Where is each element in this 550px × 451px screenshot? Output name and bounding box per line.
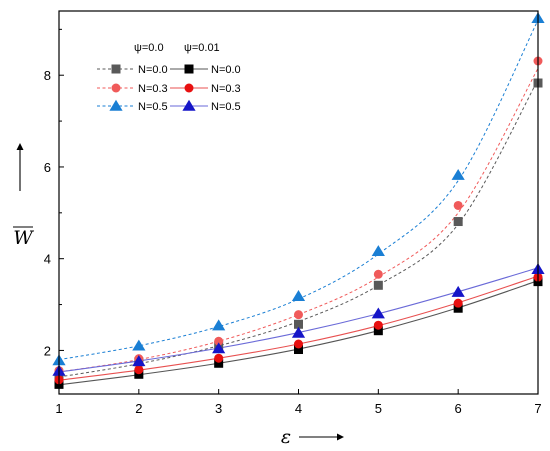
series-4-point <box>453 298 463 308</box>
series-0-point <box>294 319 303 329</box>
x-tick-label: 7 <box>534 401 541 416</box>
legend-label: N=0.5 <box>211 101 241 113</box>
y-tick-label: 8 <box>44 68 51 83</box>
series-0-point <box>373 280 383 290</box>
series-2-point <box>291 290 306 302</box>
x-tick-label: 1 <box>55 401 62 416</box>
series-3-point <box>453 303 463 313</box>
y-axis-title: W <box>13 227 34 249</box>
series-2-point <box>371 245 385 257</box>
y-tick-label: 4 <box>44 252 51 267</box>
legend-label: N=0.0 <box>211 64 241 76</box>
y-axis-arrow-icon <box>16 143 24 191</box>
legend: ψ=0.0 ψ=0.01 N=0.0 N=0.3 N=0.5 N=0.0 N=0.3 N=0.… <box>97 42 241 113</box>
series-5-point <box>291 326 306 338</box>
legend-label: N=0.0 <box>138 64 168 76</box>
series-4-point <box>294 339 303 349</box>
legend-marker <box>111 64 121 74</box>
y-tick-label: 2 <box>44 343 51 358</box>
y-tick-label: 6 <box>44 160 51 175</box>
series-3-point <box>294 345 303 355</box>
x-axis-title: ε <box>281 426 291 448</box>
series-3-point <box>214 358 224 368</box>
legend-marker <box>184 64 194 74</box>
series-2-fit-line <box>58 19 539 361</box>
series-0-point <box>453 217 463 227</box>
x-tick-label: 4 <box>295 401 302 416</box>
legend-header-0: ψ=0.0 <box>134 42 164 54</box>
series-1-point <box>373 269 383 279</box>
series-1-point <box>453 200 463 210</box>
series-3-point <box>134 369 144 379</box>
series-2-point <box>132 339 146 351</box>
x-tick-label: 3 <box>215 401 222 416</box>
legend-marker <box>184 83 194 93</box>
series-4-point <box>214 353 224 363</box>
legend-label: N=0.3 <box>138 83 168 95</box>
series-5-point <box>451 285 465 297</box>
legend-marker <box>182 99 196 111</box>
series-4-point <box>373 320 383 330</box>
x-axis-arrow-icon <box>299 433 344 441</box>
x-tick-label: 2 <box>135 401 142 416</box>
series-5-point <box>212 342 226 354</box>
legend-header-1: ψ=0.01 <box>184 42 220 54</box>
series-4-point <box>134 365 144 375</box>
legend-marker <box>109 99 123 111</box>
series-5-point <box>132 355 146 367</box>
series-2-point <box>451 168 465 180</box>
legend-label: N=0.3 <box>211 83 241 95</box>
series-1-point <box>214 336 224 346</box>
x-tick-label: 5 <box>375 401 382 416</box>
series-1-point <box>294 310 303 320</box>
legend-label: N=0.5 <box>138 101 168 113</box>
series-2-point <box>212 319 226 331</box>
series-3-point <box>373 326 383 336</box>
legend-marker <box>111 83 121 93</box>
x-tick-label: 6 <box>455 401 462 416</box>
series-5-point <box>371 307 385 319</box>
